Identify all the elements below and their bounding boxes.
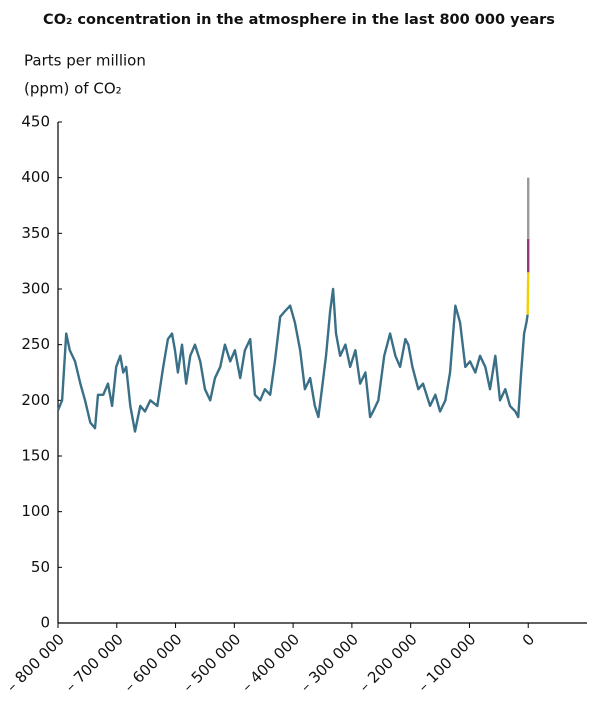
x-tick-label: – 700 000 <box>62 630 127 695</box>
y-tick-label: 300 <box>21 280 50 298</box>
y-tick-label: 200 <box>21 391 50 409</box>
y-tick-label: 350 <box>21 224 50 242</box>
x-tick-label: – 100 000 <box>414 630 479 695</box>
x-tick-label: – 600 000 <box>120 630 185 695</box>
x-tick-label: – 500 000 <box>179 630 244 695</box>
y-tick-label: 150 <box>21 447 50 465</box>
y-tick-label: 400 <box>21 168 50 186</box>
x-tick-label: – 300 000 <box>297 630 362 695</box>
line <box>56 287 529 433</box>
x-tick-label: 0 <box>519 630 538 649</box>
x-tick-label: – 800 000 <box>3 630 68 695</box>
x-tick-label: – 200 000 <box>355 630 420 695</box>
y-tick-label: 250 <box>21 335 50 353</box>
y-axis-label: Parts per million <box>24 52 146 70</box>
y-axis-label: (ppm) of CO₂ <box>24 80 122 98</box>
chart-title: CO₂ concentration in the atmosphere in t… <box>43 12 555 28</box>
x-tick-label: – 400 000 <box>238 630 303 695</box>
y-tick-label: 100 <box>21 502 50 520</box>
y-tick-label: 0 <box>40 614 50 632</box>
y-tick-label: 450 <box>21 113 50 131</box>
y-tick-label: 50 <box>31 558 50 576</box>
line <box>526 272 530 315</box>
